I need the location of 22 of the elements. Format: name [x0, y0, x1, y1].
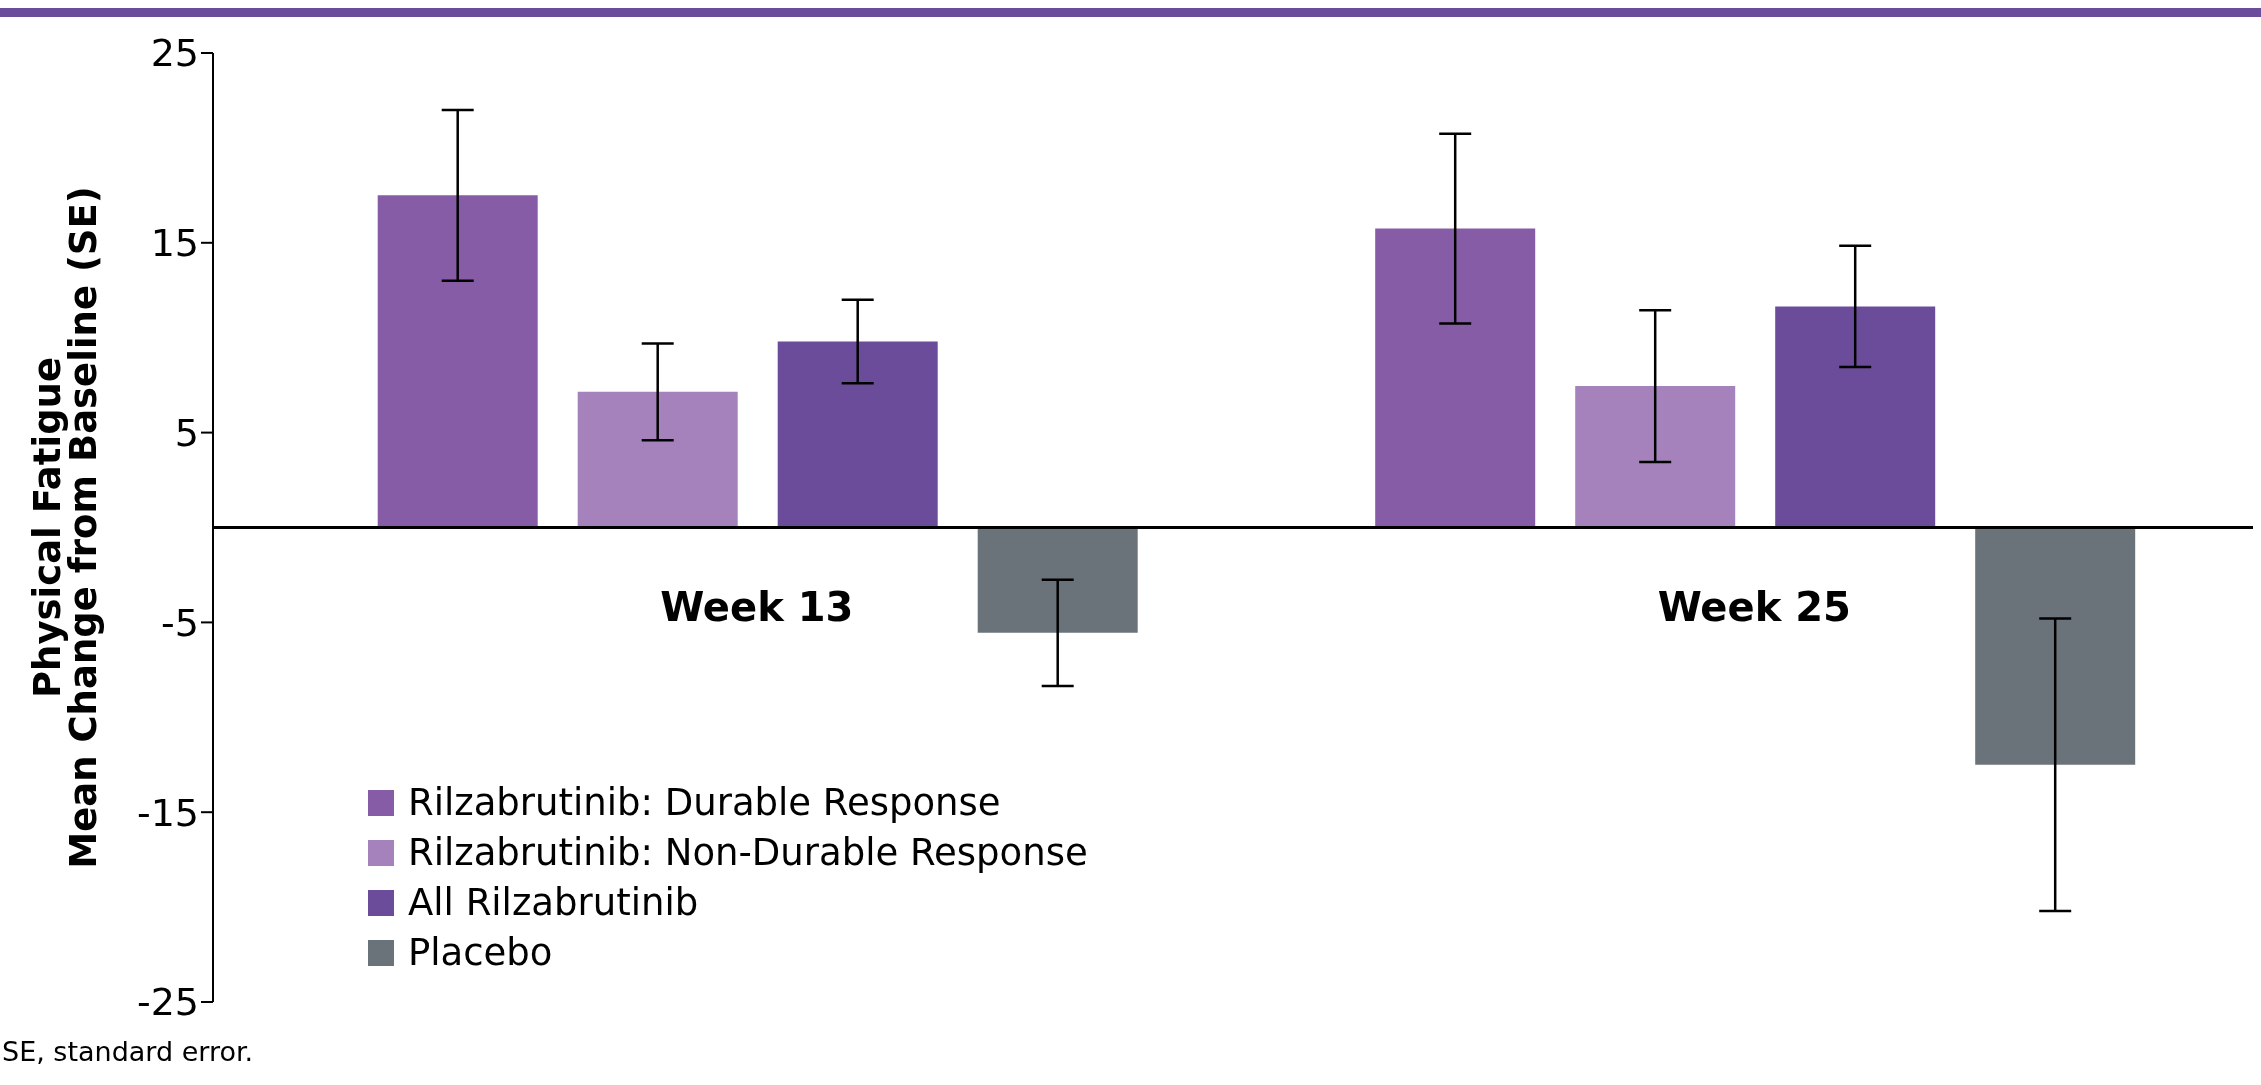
- y-tick-label: 5: [174, 411, 199, 456]
- bar: [1575, 386, 1736, 528]
- y-tick-label: -5: [161, 600, 199, 645]
- legend-label: All Rilzabrutinib: [408, 880, 699, 926]
- legend-label: Rilzabrutinib: Durable Response: [408, 780, 1001, 826]
- x-tick-label: Week 25: [1657, 583, 1851, 630]
- bar: [377, 195, 538, 528]
- text: SE, standard error.: [2, 1036, 255, 1067]
- y-tick-label: 25: [150, 31, 199, 76]
- y-tick-label: -15: [136, 790, 199, 835]
- bar: [1375, 228, 1536, 528]
- legend-label: Rilzabrutinib: Non-Durable Response: [408, 830, 1088, 876]
- y-axis-title: Physical Fatigue Mean Change from Baseline (SE): [26, 186, 105, 869]
- bar: [977, 527, 1138, 633]
- y-tick-label: 15: [150, 221, 199, 266]
- x-tick-label: Week 13: [660, 583, 854, 630]
- bar: [1975, 527, 2136, 765]
- bar: [1775, 306, 1936, 528]
- bar: [577, 391, 738, 528]
- legend-label: Placebo: [408, 930, 553, 976]
- bar: [777, 341, 938, 528]
- y-tick-label: -25: [136, 980, 199, 1025]
